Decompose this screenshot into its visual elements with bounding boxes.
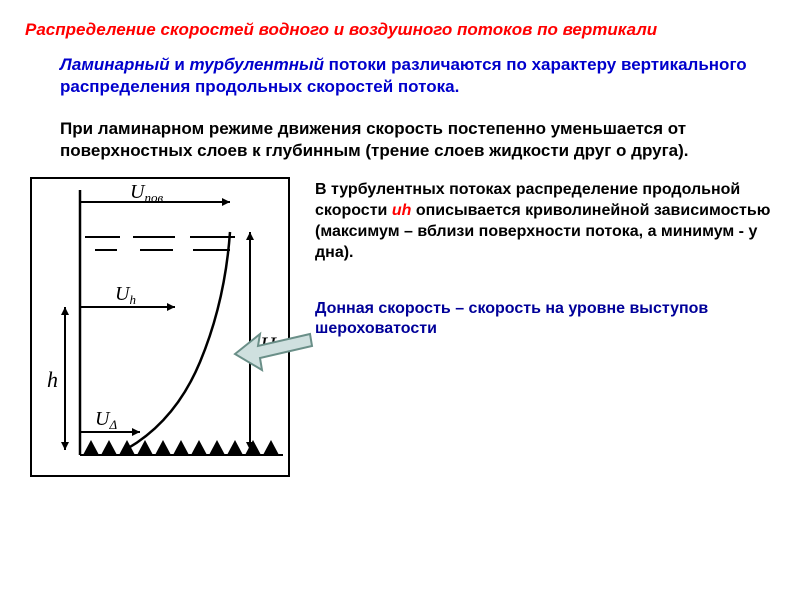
- laminar-paragraph: При ламинарном режиме движения скорость …: [60, 118, 775, 162]
- lower-section: Uпов Uh h H: [25, 172, 775, 487]
- intro-paragraph: Ламинарный и турбулентный потоки различа…: [60, 54, 775, 98]
- bottom-velocity-paragraph: Донная скорость – скорость на уровне выс…: [315, 299, 775, 341]
- turbulent-paragraph: В турбулентных потоках распределение про…: [315, 180, 775, 263]
- term-laminar: Ламинарный: [60, 55, 170, 74]
- term-turbulent: турбулентный: [190, 55, 324, 74]
- page-title: Распределение скоростей водного и воздуш…: [25, 20, 775, 40]
- pointer-arrow-icon: [230, 314, 315, 374]
- text: и: [170, 55, 190, 74]
- right-column: В турбулентных потоках распределение про…: [315, 172, 775, 340]
- uh-term: uh: [392, 202, 412, 219]
- label-h: h: [47, 367, 58, 392]
